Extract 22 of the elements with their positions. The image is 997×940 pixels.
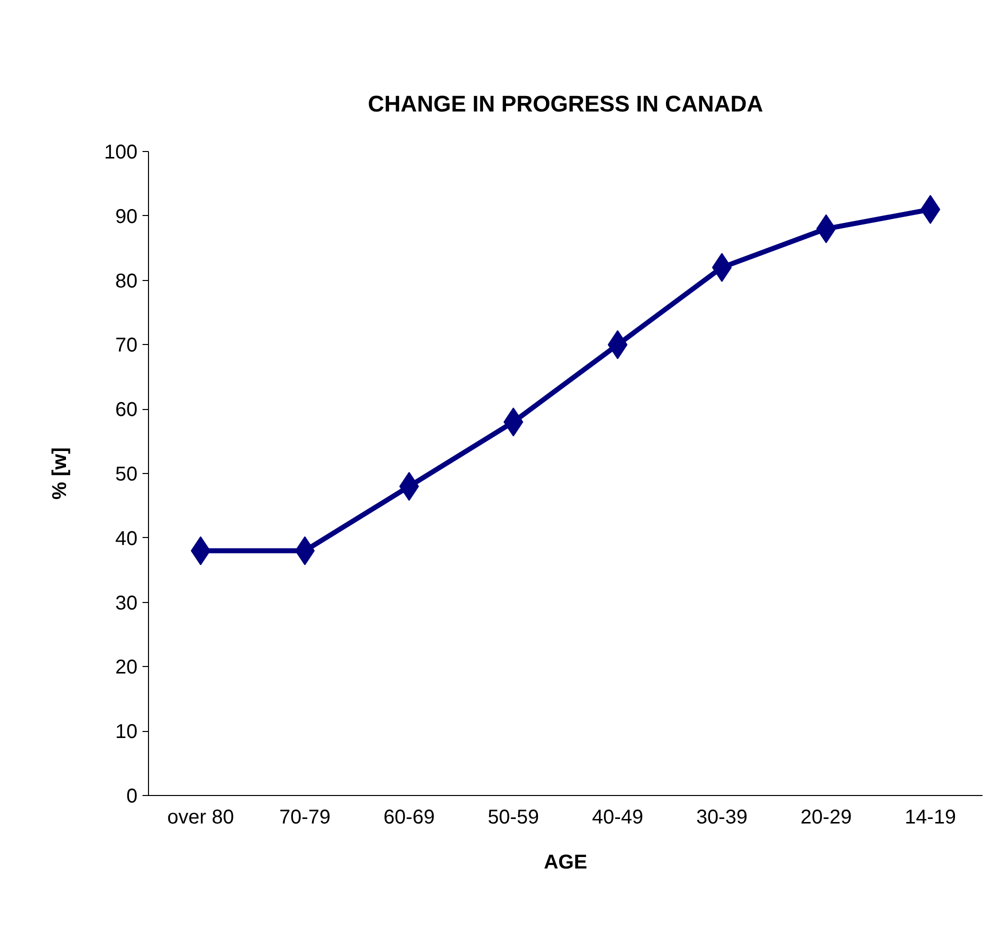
y-tick-label: 0 bbox=[126, 786, 138, 808]
y-axis-title: % [w] bbox=[49, 447, 72, 500]
x-tick-label: 50-59 bbox=[488, 806, 539, 828]
chart-title: CHANGE IN PROGRESS IN CANADA bbox=[368, 90, 764, 116]
x-tick-label: 30-39 bbox=[696, 806, 748, 828]
y-tick-label: 80 bbox=[115, 270, 138, 292]
y-tick-label: 60 bbox=[115, 399, 138, 422]
x-tick-label: 14-19 bbox=[904, 806, 956, 828]
y-tick-label: 100 bbox=[104, 142, 138, 164]
y-tick-label: 30 bbox=[115, 592, 138, 614]
x-tick-label: 20-29 bbox=[800, 806, 852, 828]
y-tick-label: 70 bbox=[115, 334, 138, 357]
x-tick-label: 60-69 bbox=[384, 806, 435, 828]
y-tick-label: 50 bbox=[115, 464, 138, 486]
x-tick-label: 40-49 bbox=[592, 806, 644, 828]
x-tick-label: over 80 bbox=[167, 806, 234, 828]
y-tick-label: 90 bbox=[115, 206, 138, 228]
y-tick-label: 10 bbox=[115, 721, 138, 744]
x-axis-title: AGE bbox=[544, 852, 588, 874]
y-tick-label: 40 bbox=[115, 528, 138, 550]
x-tick-label: 70-79 bbox=[279, 806, 330, 828]
y-tick-label: 20 bbox=[115, 656, 138, 679]
